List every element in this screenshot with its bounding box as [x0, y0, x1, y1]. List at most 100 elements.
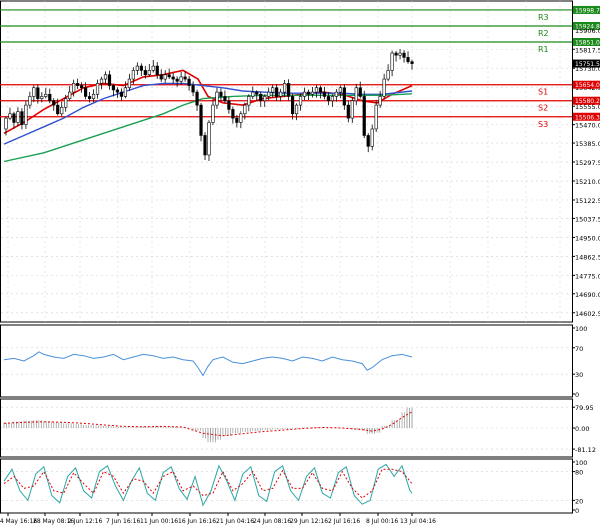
candle-body: [283, 83, 287, 93]
candle-body: [167, 74, 171, 78]
candle-body: [187, 78, 191, 86]
level-name-r1: R1: [538, 45, 549, 54]
y-tick-label: 0.00: [575, 425, 589, 433]
y-tick-label: -81.12: [575, 446, 596, 454]
candle-body: [298, 96, 303, 106]
candle-body: [24, 104, 28, 125]
candle-body: [147, 70, 151, 76]
x-tick-label: 13 Jul 04:16: [400, 518, 436, 525]
rsi-frame: [0, 324, 573, 398]
candle-body: [267, 91, 271, 97]
x-tick-label: 29 Jun 12:16: [290, 518, 328, 525]
candle-body: [20, 111, 24, 125]
candle-body: [294, 104, 299, 115]
candle-body: [72, 83, 76, 93]
candle-body: [386, 70, 390, 80]
candle-body: [155, 65, 159, 76]
candle-body: [378, 96, 382, 106]
main-price-panel: 15817.515730.015642.515555.015470.015385…: [0, 0, 600, 323]
candle-body: [235, 117, 239, 123]
candle-body: [338, 87, 342, 93]
y-tick-label: 15470.0: [575, 122, 600, 130]
level-price-label: 15506.3: [575, 114, 600, 121]
candle-body: [410, 61, 414, 64]
candle-body: [80, 85, 84, 89]
candle-body: [111, 85, 116, 91]
candle-body: [84, 87, 88, 97]
candle-body: [279, 91, 283, 97]
candle-body: [163, 74, 167, 80]
candle-body: [354, 87, 358, 102]
y-tick-label: 14775.0: [575, 272, 600, 280]
level-price-label: 15924.8: [575, 23, 600, 30]
y-tick-label: 79.95: [575, 404, 594, 412]
candle-body: [290, 96, 295, 115]
candle-body: [243, 104, 247, 115]
y-tick-label: 14602.5: [575, 310, 600, 318]
stochastic-line-1: [3, 463, 413, 507]
candle-body: [179, 76, 183, 82]
candle-body: [199, 104, 203, 136]
candle-body: [271, 87, 275, 93]
y-tick-label: 30: [575, 371, 583, 379]
moving-average-1: [3, 69, 413, 135]
x-tick-label: 28 May 08:16: [33, 518, 74, 525]
candle-body: [394, 52, 398, 56]
level-price-label: 15851.0: [575, 39, 600, 46]
y-tick-label: 15555.0: [575, 103, 600, 111]
current-price-label: 15751.5: [575, 61, 600, 68]
candle-body: [32, 87, 36, 97]
y-tick-label: 15297.5: [575, 159, 600, 167]
rsi-panel: 100 70 30 0: [0, 324, 587, 399]
stochastic-line-2: [3, 468, 413, 499]
candle-body: [350, 100, 354, 119]
y-tick-label: 20: [575, 497, 583, 505]
y-tick-label: 15037.5: [575, 215, 600, 223]
level-price-label: 15580.2: [575, 98, 600, 105]
candle-body: [60, 106, 64, 115]
candle-body: [68, 91, 72, 99]
candle-body: [195, 91, 199, 106]
level-price-box: [573, 5, 600, 14]
candle-body: [44, 93, 48, 97]
candle-body: [219, 91, 223, 97]
current-price-box: [573, 59, 600, 68]
candle-body: [322, 91, 327, 97]
candle-body: [215, 91, 219, 106]
y-tick-label: 14950.0: [575, 234, 600, 242]
candle-body: [107, 74, 112, 86]
candle-body: [76, 83, 80, 86]
macd-panel: 79.95 0.00 -81.12: [0, 398, 596, 458]
candle-body: [318, 87, 323, 93]
y-tick-label: 14690.0: [575, 291, 600, 299]
candle-body: [16, 111, 20, 123]
candle-body: [302, 91, 307, 97]
level-price-label: 15654.0: [575, 82, 600, 89]
level-price-label: 15998.7: [575, 7, 600, 14]
stochastic-panel: 100 80 20 0: [0, 458, 587, 515]
candle-body: [103, 74, 108, 80]
candle-body: [314, 87, 319, 93]
x-tick-label: 7 Jun 16:16: [106, 518, 140, 525]
candle-body: [91, 93, 96, 99]
candle-body: [139, 65, 143, 71]
y-tick-label: 15730.0: [575, 65, 600, 73]
moving-average-3: [3, 93, 413, 163]
candle-body: [227, 100, 231, 110]
y-tick-label: 15210.0: [575, 178, 600, 186]
candle-body: [334, 91, 338, 97]
candle-body: [255, 91, 259, 95]
candle-body: [310, 91, 315, 95]
x-tick-label: 2 Jul 16:16: [328, 518, 360, 525]
candle-body: [326, 96, 331, 102]
candle-body: [366, 135, 370, 147]
y-tick-label: 100: [575, 459, 587, 467]
candle-body: [8, 113, 12, 119]
rsi-line-1: [3, 351, 413, 377]
candle-body: [36, 87, 40, 99]
candle-body: [127, 78, 131, 89]
candle-body: [99, 78, 104, 84]
candle-body: [115, 89, 120, 93]
